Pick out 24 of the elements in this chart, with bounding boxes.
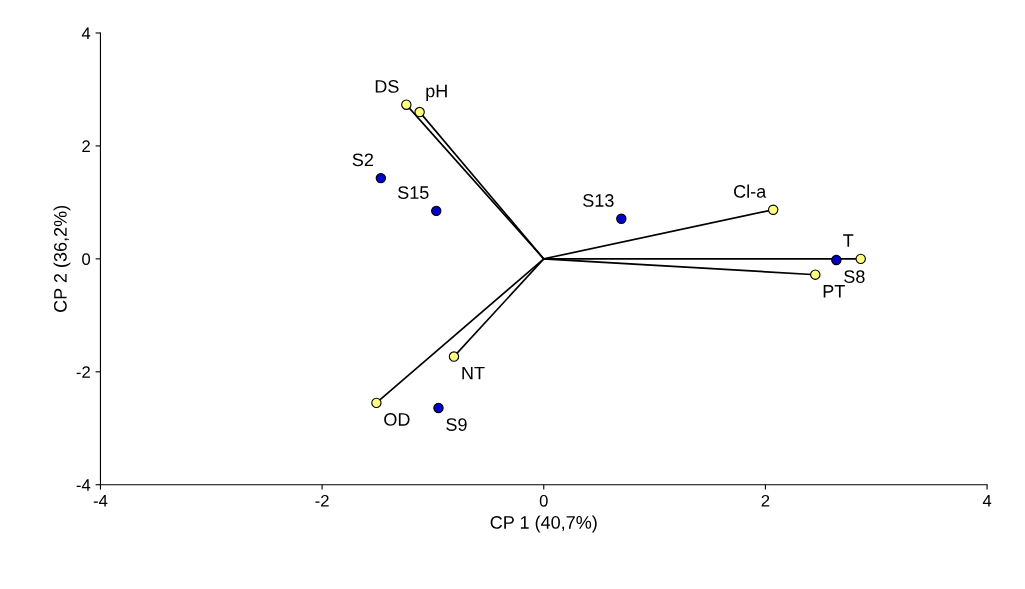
y-axis-title: CP 2 (36,2%): [53, 205, 71, 312]
annotation: NT: [462, 366, 485, 380]
annotation: S9: [446, 418, 467, 431]
y-tick-label: 2: [82, 140, 90, 152]
x-tick-label: 4: [982, 495, 992, 507]
annotation: S2: [352, 153, 373, 167]
annotation: Cl-a: [734, 184, 767, 198]
annotation: S13: [583, 194, 614, 207]
annotation: S8: [844, 270, 865, 283]
x-tick-label: -4: [93, 495, 108, 507]
y-tick-label: 0: [82, 253, 91, 266]
y-tick-label: -2: [76, 366, 90, 378]
x-tick-label: 2: [761, 494, 770, 507]
annotation: S15: [398, 186, 429, 199]
y-tick-label: 4: [81, 27, 91, 40]
x-tick-label: 0: [539, 494, 548, 507]
x-axis-title: CP 1 (40,7%): [490, 515, 597, 533]
annotation: PT: [823, 285, 845, 298]
annotation: DS: [375, 80, 399, 93]
x-tick-label: -2: [315, 494, 329, 507]
annotation: OD: [384, 413, 410, 426]
y-tick-label: -4: [76, 479, 91, 491]
annotation: pH: [426, 84, 447, 101]
annotation: T: [843, 234, 854, 247]
